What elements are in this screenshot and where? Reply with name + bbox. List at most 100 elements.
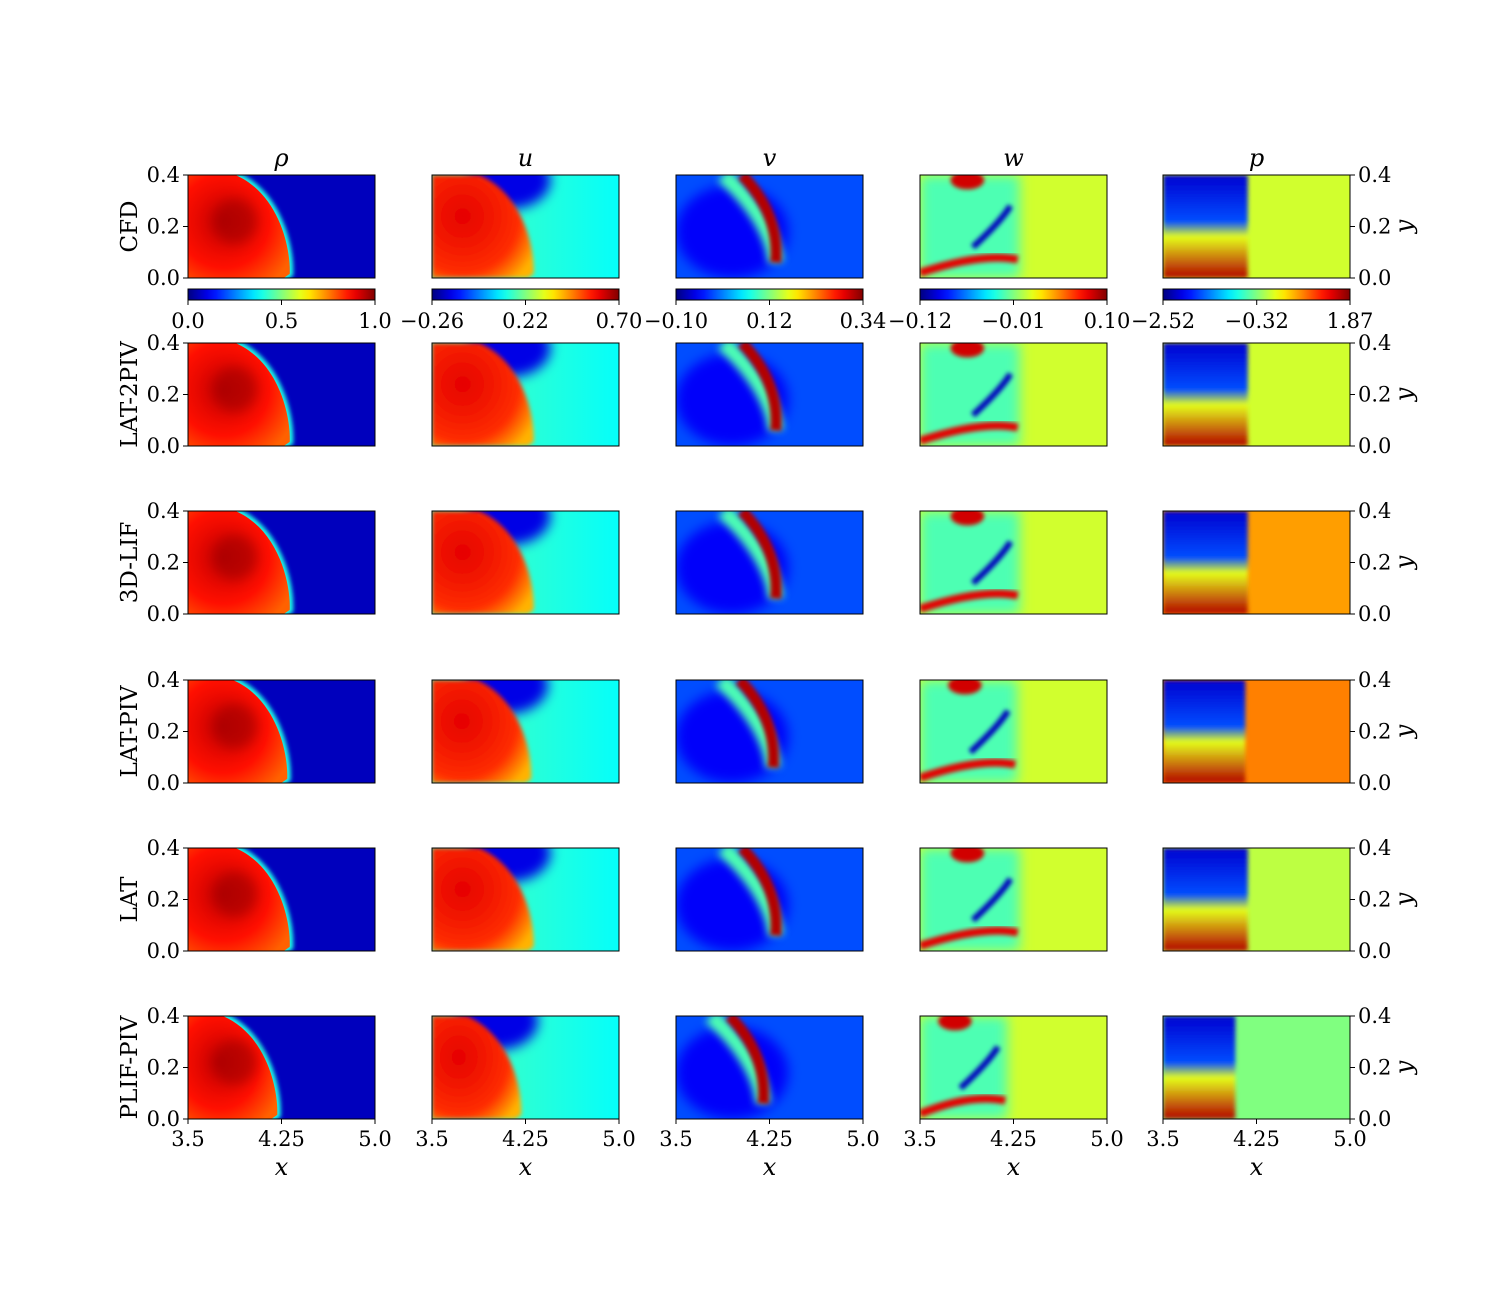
y-tick-label: 0.4	[147, 668, 180, 692]
method-label: CFD	[117, 201, 143, 253]
panel-lat-2piv-w	[919, 342, 1108, 447]
y-tick-label: 0.2	[147, 888, 180, 912]
panel-3d-lif-rho	[187, 510, 376, 615]
x-tick-label: 3.5	[171, 1127, 204, 1151]
y-tick-label: 0.2	[147, 720, 180, 744]
x-axis-label: x	[1250, 1153, 1264, 1181]
y-tick-label: 0.0	[147, 771, 180, 795]
panel-3d-lif-u	[431, 510, 620, 615]
y-tick-label: 0.2	[147, 383, 180, 407]
panel-lat-piv-p	[1162, 679, 1351, 784]
y-tick-label-right: 0.4	[1358, 1004, 1391, 1028]
method-label: LAT	[117, 876, 143, 923]
colorbar-tick-label: 0.0	[171, 309, 204, 333]
x-tick-label: 4.25	[746, 1127, 793, 1151]
x-axis-label: x	[763, 1153, 777, 1181]
colorbar-tick-label: −0.32	[1225, 309, 1289, 333]
colorbar-tick-label: 0.70	[596, 309, 643, 333]
panel-lat-p	[1162, 847, 1351, 952]
y-tick-label: 0.4	[147, 499, 180, 523]
y-tick-label-right: 0.4	[1358, 331, 1391, 355]
panel-3d-lif-w	[919, 510, 1108, 615]
y-tick-label-right: 0.0	[1358, 266, 1391, 290]
y-tick-label-right: 0.2	[1358, 215, 1391, 239]
panel-cfd-w	[919, 174, 1108, 279]
colorbar-tick-label: 1.0	[358, 309, 391, 333]
y-axis-label: y	[1390, 1060, 1418, 1075]
y-tick-label-right: 0.2	[1358, 720, 1391, 744]
panel-3d-lif-v	[675, 510, 864, 615]
column-title-p: p	[1249, 144, 1264, 172]
x-tick-label: 3.5	[415, 1127, 448, 1151]
x-axis-label: x	[275, 1153, 289, 1181]
colorbar-tick-label: 0.10	[1084, 309, 1131, 333]
y-tick-label: 0.0	[147, 939, 180, 963]
x-tick-label: 3.5	[659, 1127, 692, 1151]
panel-lat-w	[919, 847, 1108, 952]
y-tick-label-right: 0.2	[1358, 383, 1391, 407]
method-label: LAT-PIV	[117, 685, 143, 777]
colorbar-tick-label: 1.87	[1327, 309, 1374, 333]
colorbar-tick-label: −0.01	[981, 309, 1045, 333]
y-tick-label: 0.4	[147, 331, 180, 355]
y-tick-label-right: 0.0	[1358, 602, 1391, 626]
colorbar-tick-label: −2.52	[1131, 309, 1195, 333]
method-label: LAT-2PIV	[117, 341, 143, 448]
panel-cfd-u	[431, 174, 620, 279]
x-tick-label: 5.0	[358, 1127, 391, 1151]
colorbar-tick-label: 0.34	[840, 309, 887, 333]
panel-plif-piv-v	[675, 1015, 864, 1120]
panel-lat-2piv-rho	[187, 342, 376, 447]
y-tick-label: 0.4	[147, 836, 180, 860]
panel-cfd-p	[1162, 174, 1351, 279]
y-tick-label-right: 0.4	[1358, 836, 1391, 860]
panel-plif-piv-rho	[187, 1015, 376, 1120]
y-tick-label: 0.0	[147, 602, 180, 626]
panel-plif-piv-p	[1162, 1015, 1351, 1120]
colorbar-u	[431, 288, 620, 301]
y-tick-label-right: 0.0	[1358, 771, 1391, 795]
y-tick-label-right: 0.4	[1358, 163, 1391, 187]
panel-lat-piv-u	[431, 679, 620, 784]
y-axis-label: y	[1390, 387, 1418, 402]
panel-lat-rho	[187, 847, 376, 952]
y-axis-label: y	[1390, 219, 1418, 234]
y-tick-label-right: 0.2	[1358, 1056, 1391, 1080]
x-tick-label: 4.25	[258, 1127, 305, 1151]
x-tick-label: 4.25	[502, 1127, 549, 1151]
colorbar-tick-label: 0.22	[502, 309, 549, 333]
x-tick-label: 3.5	[903, 1127, 936, 1151]
panel-3d-lif-p	[1162, 510, 1351, 615]
colorbar-v	[675, 288, 864, 301]
y-tick-label: 0.2	[147, 215, 180, 239]
panel-lat-2piv-u	[431, 342, 620, 447]
panel-cfd-rho	[187, 174, 376, 279]
panel-lat-u	[431, 847, 620, 952]
x-tick-label: 4.25	[990, 1127, 1037, 1151]
y-tick-label: 0.2	[147, 551, 180, 575]
column-title-rho: ρ	[273, 144, 288, 172]
colorbar-tick-label: −0.10	[644, 309, 708, 333]
y-tick-label-right: 0.4	[1358, 668, 1391, 692]
x-tick-label: 4.25	[1233, 1127, 1280, 1151]
colorbar-tick-label: 0.12	[746, 309, 793, 333]
y-tick-label-right: 0.2	[1358, 551, 1391, 575]
y-axis-label: y	[1390, 724, 1418, 739]
panel-cfd-v	[675, 174, 864, 279]
panel-lat-piv-v	[675, 679, 864, 784]
y-tick-label: 0.2	[147, 1056, 180, 1080]
y-tick-label: 0.0	[147, 434, 180, 458]
y-tick-label-right: 0.4	[1358, 499, 1391, 523]
y-axis-label: y	[1390, 555, 1418, 570]
column-title-u: u	[518, 144, 533, 172]
colorbar-tick-label: −0.26	[400, 309, 464, 333]
y-tick-label: 0.0	[147, 1107, 180, 1131]
y-tick-label: 0.0	[147, 266, 180, 290]
colorbar-p	[1162, 288, 1351, 301]
method-label: PLIF-PIV	[117, 1015, 143, 1119]
y-tick-label-right: 0.0	[1358, 1107, 1391, 1131]
panel-plif-piv-u	[431, 1015, 620, 1120]
colorbar-tick-label: −0.12	[888, 309, 952, 333]
x-tick-label: 5.0	[1333, 1127, 1366, 1151]
